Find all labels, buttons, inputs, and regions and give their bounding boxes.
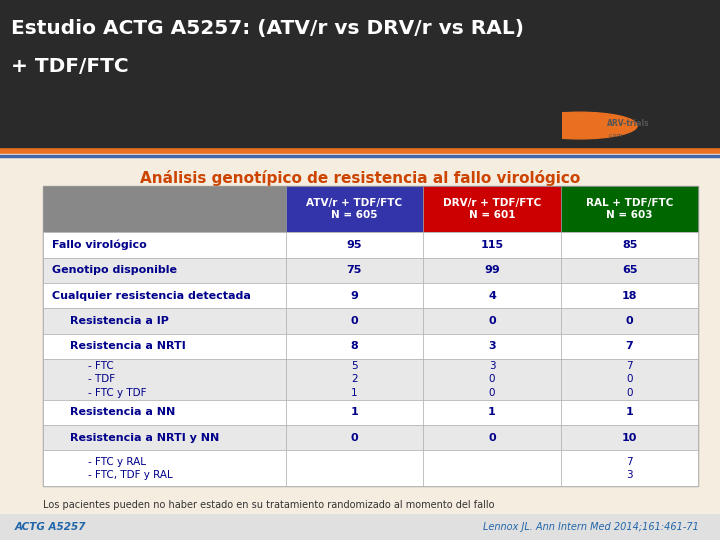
FancyBboxPatch shape <box>43 308 286 334</box>
Text: 8: 8 <box>351 341 359 352</box>
FancyBboxPatch shape <box>286 186 423 232</box>
FancyBboxPatch shape <box>43 359 286 400</box>
FancyBboxPatch shape <box>561 400 698 425</box>
FancyBboxPatch shape <box>43 283 286 308</box>
FancyBboxPatch shape <box>423 258 561 283</box>
Text: Lennox JL. Ann Intern Med 2014;161:461-71: Lennox JL. Ann Intern Med 2014;161:461-7… <box>482 522 698 532</box>
Text: 0: 0 <box>626 316 634 326</box>
Text: Cualquier resistencia detectada: Cualquier resistencia detectada <box>52 291 251 301</box>
FancyBboxPatch shape <box>561 334 698 359</box>
FancyBboxPatch shape <box>423 283 561 308</box>
Text: 115: 115 <box>480 240 503 250</box>
Text: 5
2
1: 5 2 1 <box>351 361 358 397</box>
FancyBboxPatch shape <box>43 425 286 450</box>
Text: 0: 0 <box>488 316 496 326</box>
FancyBboxPatch shape <box>43 334 286 359</box>
Text: Fallo virológico: Fallo virológico <box>52 240 147 250</box>
Text: - FTC y RAL
- FTC, TDF y RAL: - FTC y RAL - FTC, TDF y RAL <box>88 457 173 480</box>
FancyBboxPatch shape <box>286 334 423 359</box>
Text: 7
3: 7 3 <box>626 457 633 480</box>
FancyBboxPatch shape <box>286 308 423 334</box>
FancyBboxPatch shape <box>423 425 561 450</box>
FancyBboxPatch shape <box>561 425 698 450</box>
FancyBboxPatch shape <box>423 334 561 359</box>
FancyBboxPatch shape <box>561 283 698 308</box>
FancyBboxPatch shape <box>43 450 286 486</box>
FancyBboxPatch shape <box>0 0 720 151</box>
Text: 7
0
0: 7 0 0 <box>626 361 633 397</box>
FancyBboxPatch shape <box>286 400 423 425</box>
Text: 18: 18 <box>622 291 637 301</box>
Text: Resistencia a NRTI: Resistencia a NRTI <box>70 341 186 352</box>
FancyBboxPatch shape <box>561 232 698 258</box>
Text: DRV/r + TDF/FTC
N = 601: DRV/r + TDF/FTC N = 601 <box>443 198 541 220</box>
FancyBboxPatch shape <box>286 232 423 258</box>
FancyBboxPatch shape <box>286 283 423 308</box>
FancyBboxPatch shape <box>286 425 423 450</box>
Text: 3: 3 <box>488 341 496 352</box>
FancyBboxPatch shape <box>561 308 698 334</box>
FancyBboxPatch shape <box>423 450 561 486</box>
FancyBboxPatch shape <box>43 258 286 283</box>
FancyBboxPatch shape <box>561 450 698 486</box>
FancyBboxPatch shape <box>286 258 423 283</box>
Text: 1: 1 <box>351 407 359 417</box>
Text: 0: 0 <box>351 316 359 326</box>
Text: + TDF/FTC: + TDF/FTC <box>11 57 128 76</box>
Text: 7: 7 <box>626 341 634 352</box>
FancyBboxPatch shape <box>43 232 286 258</box>
FancyBboxPatch shape <box>43 186 286 232</box>
Text: Resistencia a NRTI y NN: Resistencia a NRTI y NN <box>70 433 219 443</box>
Text: Resistencia a IP: Resistencia a IP <box>70 316 168 326</box>
Text: Genotipo disponible: Genotipo disponible <box>52 265 177 275</box>
FancyBboxPatch shape <box>43 186 698 486</box>
FancyBboxPatch shape <box>286 450 423 486</box>
Text: Análisis genotípico de resistencia al fallo virológico: Análisis genotípico de resistencia al fa… <box>140 170 580 186</box>
Text: ACTG A5257: ACTG A5257 <box>14 522 86 532</box>
Text: 1: 1 <box>488 407 496 417</box>
FancyBboxPatch shape <box>423 359 561 400</box>
FancyBboxPatch shape <box>561 186 698 232</box>
Text: ATV/r + TDF/FTC
N = 605: ATV/r + TDF/FTC N = 605 <box>306 198 402 220</box>
FancyBboxPatch shape <box>0 514 720 540</box>
Text: 85: 85 <box>622 240 637 250</box>
Text: 75: 75 <box>347 265 362 275</box>
FancyBboxPatch shape <box>423 186 561 232</box>
Text: 9: 9 <box>351 291 359 301</box>
Text: Estudio ACTG A5257: (ATV/r vs DRV/r vs RAL): Estudio ACTG A5257: (ATV/r vs DRV/r vs R… <box>11 19 523 38</box>
FancyBboxPatch shape <box>43 400 286 425</box>
Text: 3
0
0: 3 0 0 <box>489 361 495 397</box>
Text: 0: 0 <box>351 433 359 443</box>
FancyBboxPatch shape <box>423 308 561 334</box>
Text: 99: 99 <box>484 265 500 275</box>
Text: RAL + TDF/FTC
N = 603: RAL + TDF/FTC N = 603 <box>586 198 673 220</box>
Text: - FTC
- TDF
- FTC y TDF: - FTC - TDF - FTC y TDF <box>88 361 146 397</box>
Text: Los pacientes pueden no haber estado en su tratamiento randomizado al momento de: Los pacientes pueden no haber estado en … <box>43 500 495 510</box>
Text: 10: 10 <box>622 433 637 443</box>
FancyBboxPatch shape <box>561 359 698 400</box>
Text: Resistencia a NN: Resistencia a NN <box>70 407 175 417</box>
FancyBboxPatch shape <box>561 258 698 283</box>
Text: 1: 1 <box>626 407 634 417</box>
Text: 65: 65 <box>622 265 637 275</box>
FancyBboxPatch shape <box>423 232 561 258</box>
Text: 4: 4 <box>488 291 496 301</box>
FancyBboxPatch shape <box>286 359 423 400</box>
FancyBboxPatch shape <box>423 400 561 425</box>
Text: 0: 0 <box>488 433 496 443</box>
Text: 95: 95 <box>346 240 362 250</box>
